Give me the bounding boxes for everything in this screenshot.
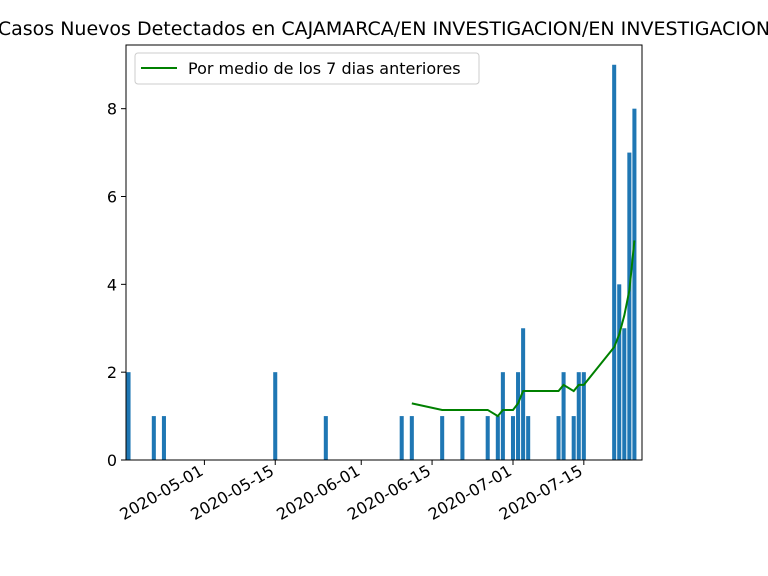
bar [273,372,278,460]
legend: Por medio de los 7 dias anteriores [134,52,480,85]
bars-layer [126,64,637,460]
bar [409,416,414,460]
bar [485,416,490,460]
bar [495,416,500,460]
bar [126,372,131,460]
y-tick-label: 4 [107,275,117,294]
y-tick-label: 6 [107,188,117,207]
y-tick-label: 0 [107,451,117,470]
bar [500,372,505,460]
bar [460,416,465,460]
bar [323,416,328,460]
bar [399,416,404,460]
bar [161,416,166,460]
bar [571,416,576,460]
bar [151,416,156,460]
bar [516,372,521,460]
plot-frame [125,44,643,461]
legend-entry-label: Por medio de los 7 dias anteriores [188,59,461,78]
series-line [411,240,636,418]
bar [622,328,627,460]
bar [561,372,566,460]
bar [581,372,586,460]
y-tick-label: 2 [107,363,117,382]
chart-title: Casos Nuevos Detectados en CAJAMARCA/EN … [0,18,768,40]
bar [510,416,516,460]
bar [556,416,561,460]
y-tick-label: 8 [107,100,117,119]
bar [576,372,581,460]
bar [632,108,637,460]
bar [521,328,526,460]
line-layer [411,240,636,418]
bar [440,416,445,460]
bar [612,64,617,460]
bar [617,284,622,460]
legend-box [134,52,480,85]
bar [627,152,632,460]
bar [526,416,531,460]
